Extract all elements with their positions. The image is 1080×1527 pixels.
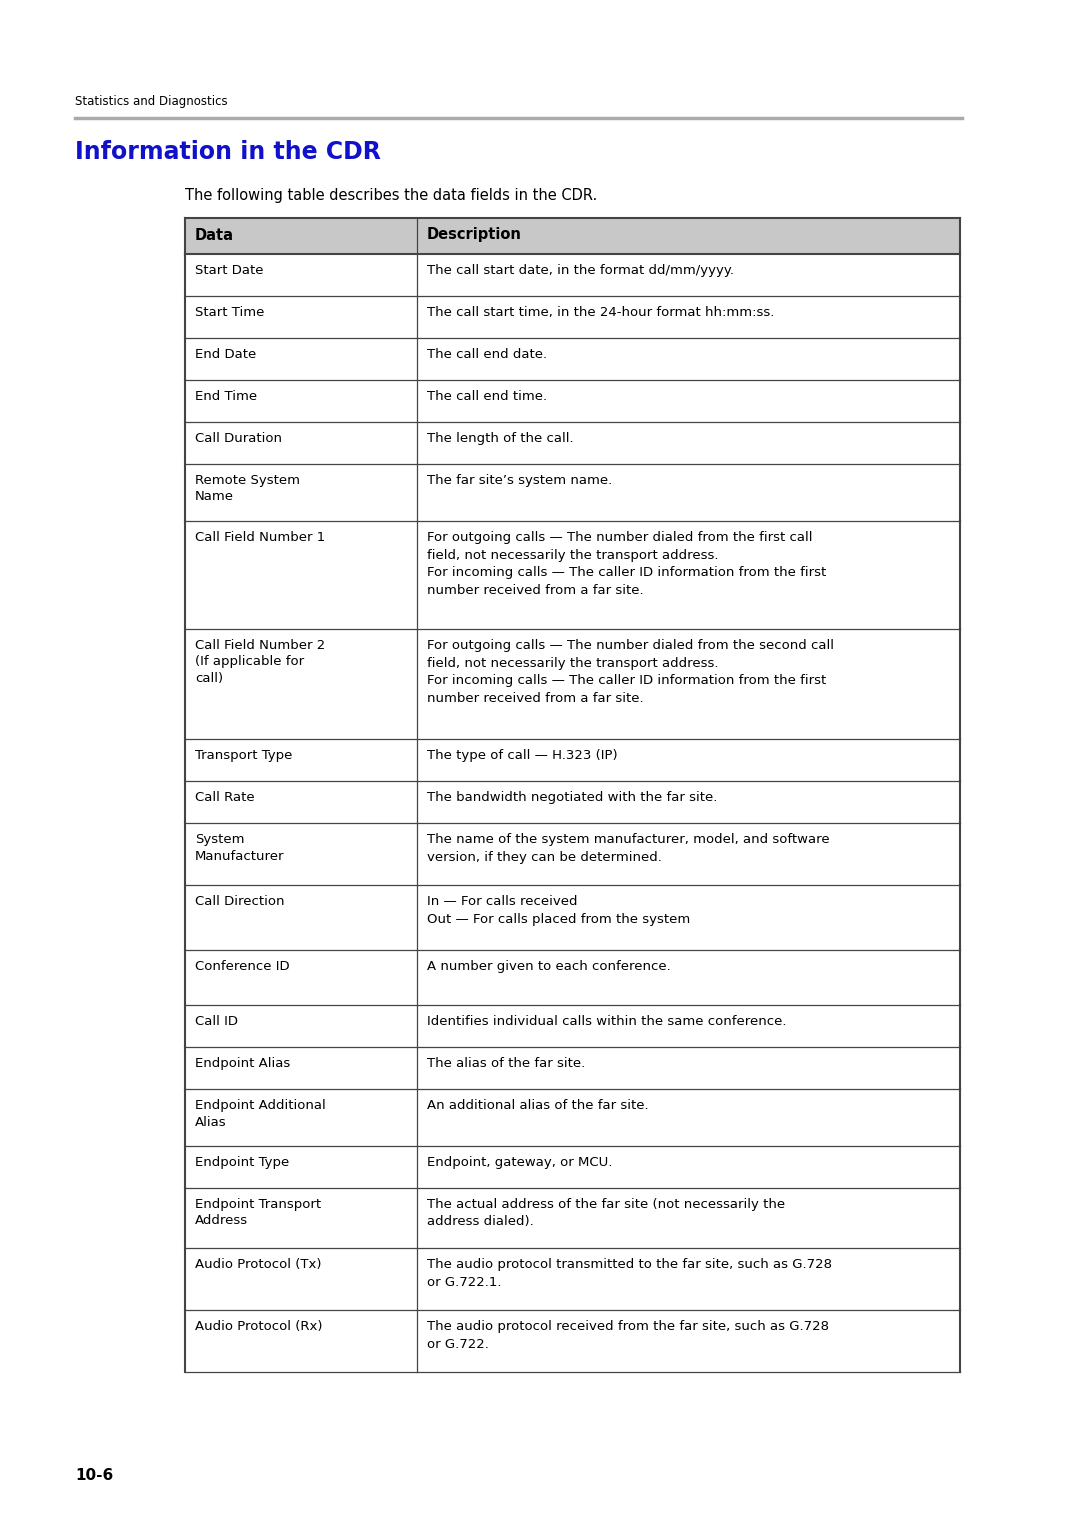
- Text: The call end time.: The call end time.: [427, 389, 548, 403]
- Text: The audio protocol transmitted to the far site, such as G.728
or G.722.1.: The audio protocol transmitted to the fa…: [427, 1258, 832, 1289]
- Bar: [185, 739, 960, 780]
- Text: 10-6: 10-6: [75, 1467, 113, 1483]
- Text: The following table describes the data fields in the CDR.: The following table describes the data f…: [185, 188, 597, 203]
- Bar: [185, 1310, 960, 1371]
- Bar: [185, 950, 960, 1005]
- Text: The bandwidth negotiated with the far site.: The bandwidth negotiated with the far si…: [427, 791, 717, 805]
- Text: Data: Data: [195, 228, 234, 243]
- Bar: [185, 521, 960, 629]
- Bar: [185, 218, 960, 253]
- Text: Endpoint Additional
Alias: Endpoint Additional Alias: [195, 1099, 326, 1128]
- Text: For outgoing calls — The number dialed from the first call
field, not necessaril: For outgoing calls — The number dialed f…: [427, 531, 826, 597]
- Text: End Date: End Date: [195, 348, 256, 360]
- Text: The call start time, in the 24-hour format hh:mm:ss.: The call start time, in the 24-hour form…: [427, 305, 774, 319]
- Text: The length of the call.: The length of the call.: [427, 432, 573, 444]
- Text: Transport Type: Transport Type: [195, 750, 293, 762]
- Text: The audio protocol received from the far site, such as G.728
or G.722.: The audio protocol received from the far…: [427, 1319, 829, 1350]
- Text: Call Field Number 1: Call Field Number 1: [195, 531, 325, 544]
- Text: Start Time: Start Time: [195, 305, 265, 319]
- Text: The type of call — H.323 (IP): The type of call — H.323 (IP): [427, 750, 618, 762]
- Bar: [185, 1048, 960, 1089]
- Text: Call Field Number 2
(If applicable for
call): Call Field Number 2 (If applicable for c…: [195, 638, 325, 686]
- Bar: [185, 823, 960, 886]
- Text: An additional alias of the far site.: An additional alias of the far site.: [427, 1099, 649, 1112]
- Text: The alias of the far site.: The alias of the far site.: [427, 1057, 585, 1070]
- Text: Endpoint Transport
Address: Endpoint Transport Address: [195, 1199, 321, 1228]
- Text: The call start date, in the format dd/mm/yyyy.: The call start date, in the format dd/mm…: [427, 264, 734, 276]
- Text: Endpoint Type: Endpoint Type: [195, 1156, 289, 1170]
- Text: The far site’s system name.: The far site’s system name.: [427, 473, 612, 487]
- Text: Audio Protocol (Rx): Audio Protocol (Rx): [195, 1319, 323, 1333]
- Text: End Time: End Time: [195, 389, 257, 403]
- Text: For outgoing calls — The number dialed from the second call
field, not necessari: For outgoing calls — The number dialed f…: [427, 638, 834, 704]
- Bar: [185, 1145, 960, 1188]
- Text: Call Rate: Call Rate: [195, 791, 255, 805]
- Text: Description: Description: [427, 228, 522, 243]
- Bar: [185, 337, 960, 380]
- Bar: [185, 1248, 960, 1310]
- Bar: [185, 296, 960, 337]
- Text: Call ID: Call ID: [195, 1015, 238, 1028]
- Text: System
Manufacturer: System Manufacturer: [195, 834, 284, 863]
- Text: In — For calls received
Out — For calls placed from the system: In — For calls received Out — For calls …: [427, 895, 690, 925]
- Text: Endpoint, gateway, or MCU.: Endpoint, gateway, or MCU.: [427, 1156, 612, 1170]
- Text: Call Direction: Call Direction: [195, 895, 284, 909]
- Bar: [185, 464, 960, 521]
- Text: The name of the system manufacturer, model, and software
version, if they can be: The name of the system manufacturer, mod…: [427, 834, 829, 863]
- Text: The call end date.: The call end date.: [427, 348, 548, 360]
- Bar: [185, 421, 960, 464]
- Text: Endpoint Alias: Endpoint Alias: [195, 1057, 291, 1070]
- Bar: [185, 629, 960, 739]
- Bar: [185, 380, 960, 421]
- Text: Conference ID: Conference ID: [195, 960, 289, 973]
- Bar: [185, 1188, 960, 1248]
- Bar: [185, 1089, 960, 1145]
- Text: Statistics and Diagnostics: Statistics and Diagnostics: [75, 95, 228, 108]
- Text: Audio Protocol (Tx): Audio Protocol (Tx): [195, 1258, 322, 1270]
- Bar: [185, 253, 960, 296]
- Text: Remote System
Name: Remote System Name: [195, 473, 300, 504]
- Bar: [185, 1005, 960, 1048]
- Text: The actual address of the far site (not necessarily the
address dialed).: The actual address of the far site (not …: [427, 1199, 785, 1229]
- Text: Call Duration: Call Duration: [195, 432, 282, 444]
- Bar: [185, 780, 960, 823]
- Text: Identifies individual calls within the same conference.: Identifies individual calls within the s…: [427, 1015, 786, 1028]
- Text: Start Date: Start Date: [195, 264, 264, 276]
- Text: Information in the CDR: Information in the CDR: [75, 140, 381, 163]
- Text: A number given to each conference.: A number given to each conference.: [427, 960, 671, 973]
- Bar: [185, 886, 960, 950]
